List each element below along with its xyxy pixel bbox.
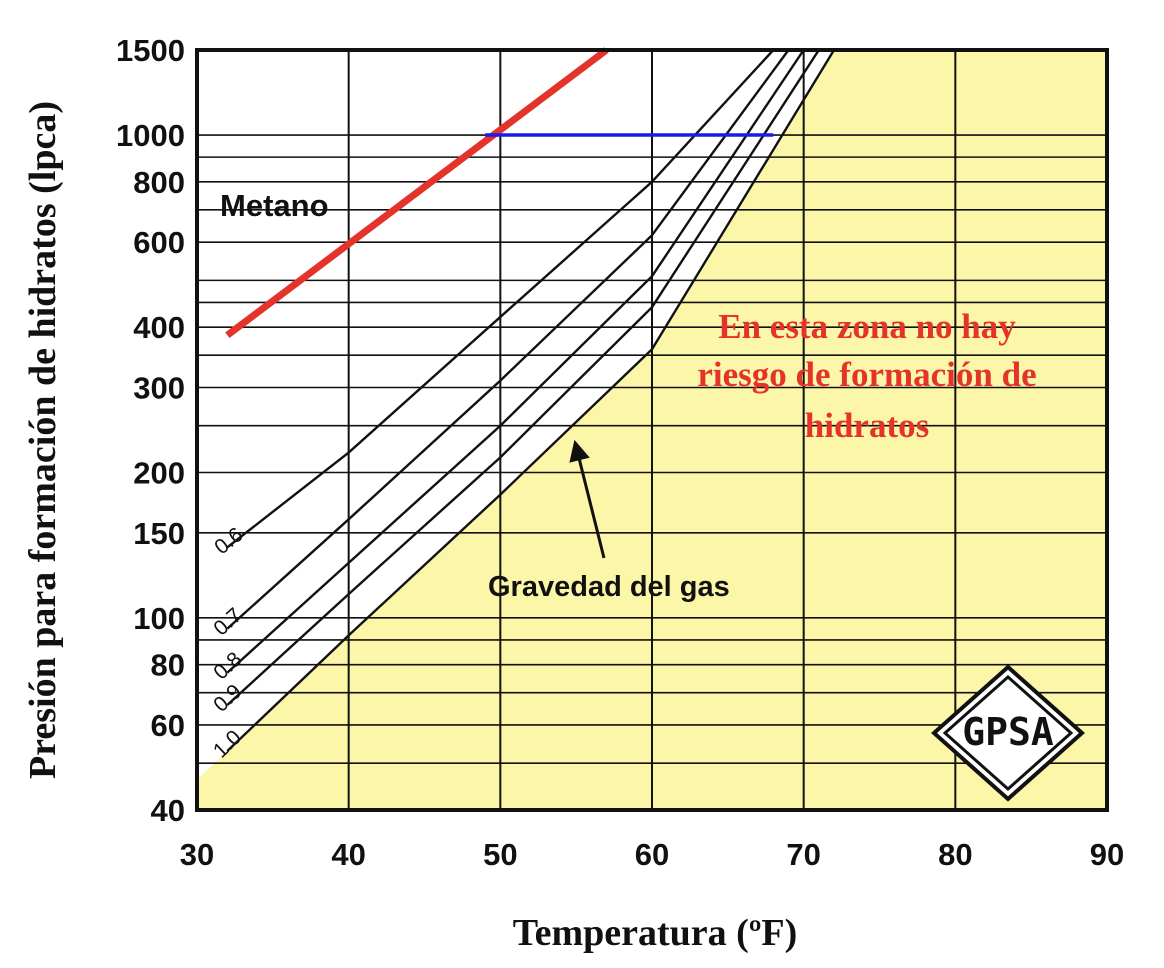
x-tick-90: 90 [1090,837,1124,872]
x-tick-70: 70 [786,837,820,872]
x-tick-80: 80 [938,837,972,872]
x-tick-40: 40 [331,837,365,872]
y-tick-60: 60 [151,708,185,743]
safe-zone-line-1: En esta zona no hay [718,307,1016,346]
curve-0.6 [226,50,775,549]
curve-1.0 [226,50,836,752]
safe-zone-annotation: En esta zona no hay riesgo de formación … [697,307,1036,445]
x-axis-title: Temperatura (ºF) [513,912,797,954]
y-tick-400: 400 [133,310,185,345]
y-tick-1500: 1500 [116,33,185,68]
gravity-arrow [569,439,606,559]
y-tick-800: 800 [133,165,185,200]
y-tick-80: 80 [151,648,185,683]
x-tick-30: 30 [180,837,214,872]
y-axis-title: Presión para formación de hidratos (lpca… [22,101,64,779]
methane-line [225,47,609,338]
safe-zone-line-2: riesgo de formación de [697,355,1036,394]
y-tick-1000: 1000 [116,118,185,153]
y-tick-150: 150 [133,516,185,551]
y-tick-100: 100 [133,601,185,636]
y-tick-labels: 40 60 80 100 150 200 300 400 600 800 1000 1500 [116,33,185,828]
y-tick-600: 600 [133,225,185,260]
x-tick-60: 60 [635,837,669,872]
svg-text:GPSA: GPSA [962,710,1054,754]
y-tick-300: 300 [133,370,185,405]
gpsa-logo: GPSA [930,664,1086,802]
safe-zone-line-3: hidratos [805,406,929,445]
y-tick-200: 200 [133,456,185,491]
y-tick-40: 40 [151,793,185,828]
gas-gravity-curves [226,50,836,752]
methane-label: Metano [220,188,329,223]
curve-0.9 [226,50,820,706]
curve-0.7 [226,50,790,630]
x-tick-50: 50 [483,837,517,872]
x-tick-labels: 30 40 50 60 70 80 90 [180,837,1124,872]
gravity-label: Gravedad del gas [488,571,730,603]
plot-frame [195,48,1109,812]
curve-0.8 [226,50,805,674]
